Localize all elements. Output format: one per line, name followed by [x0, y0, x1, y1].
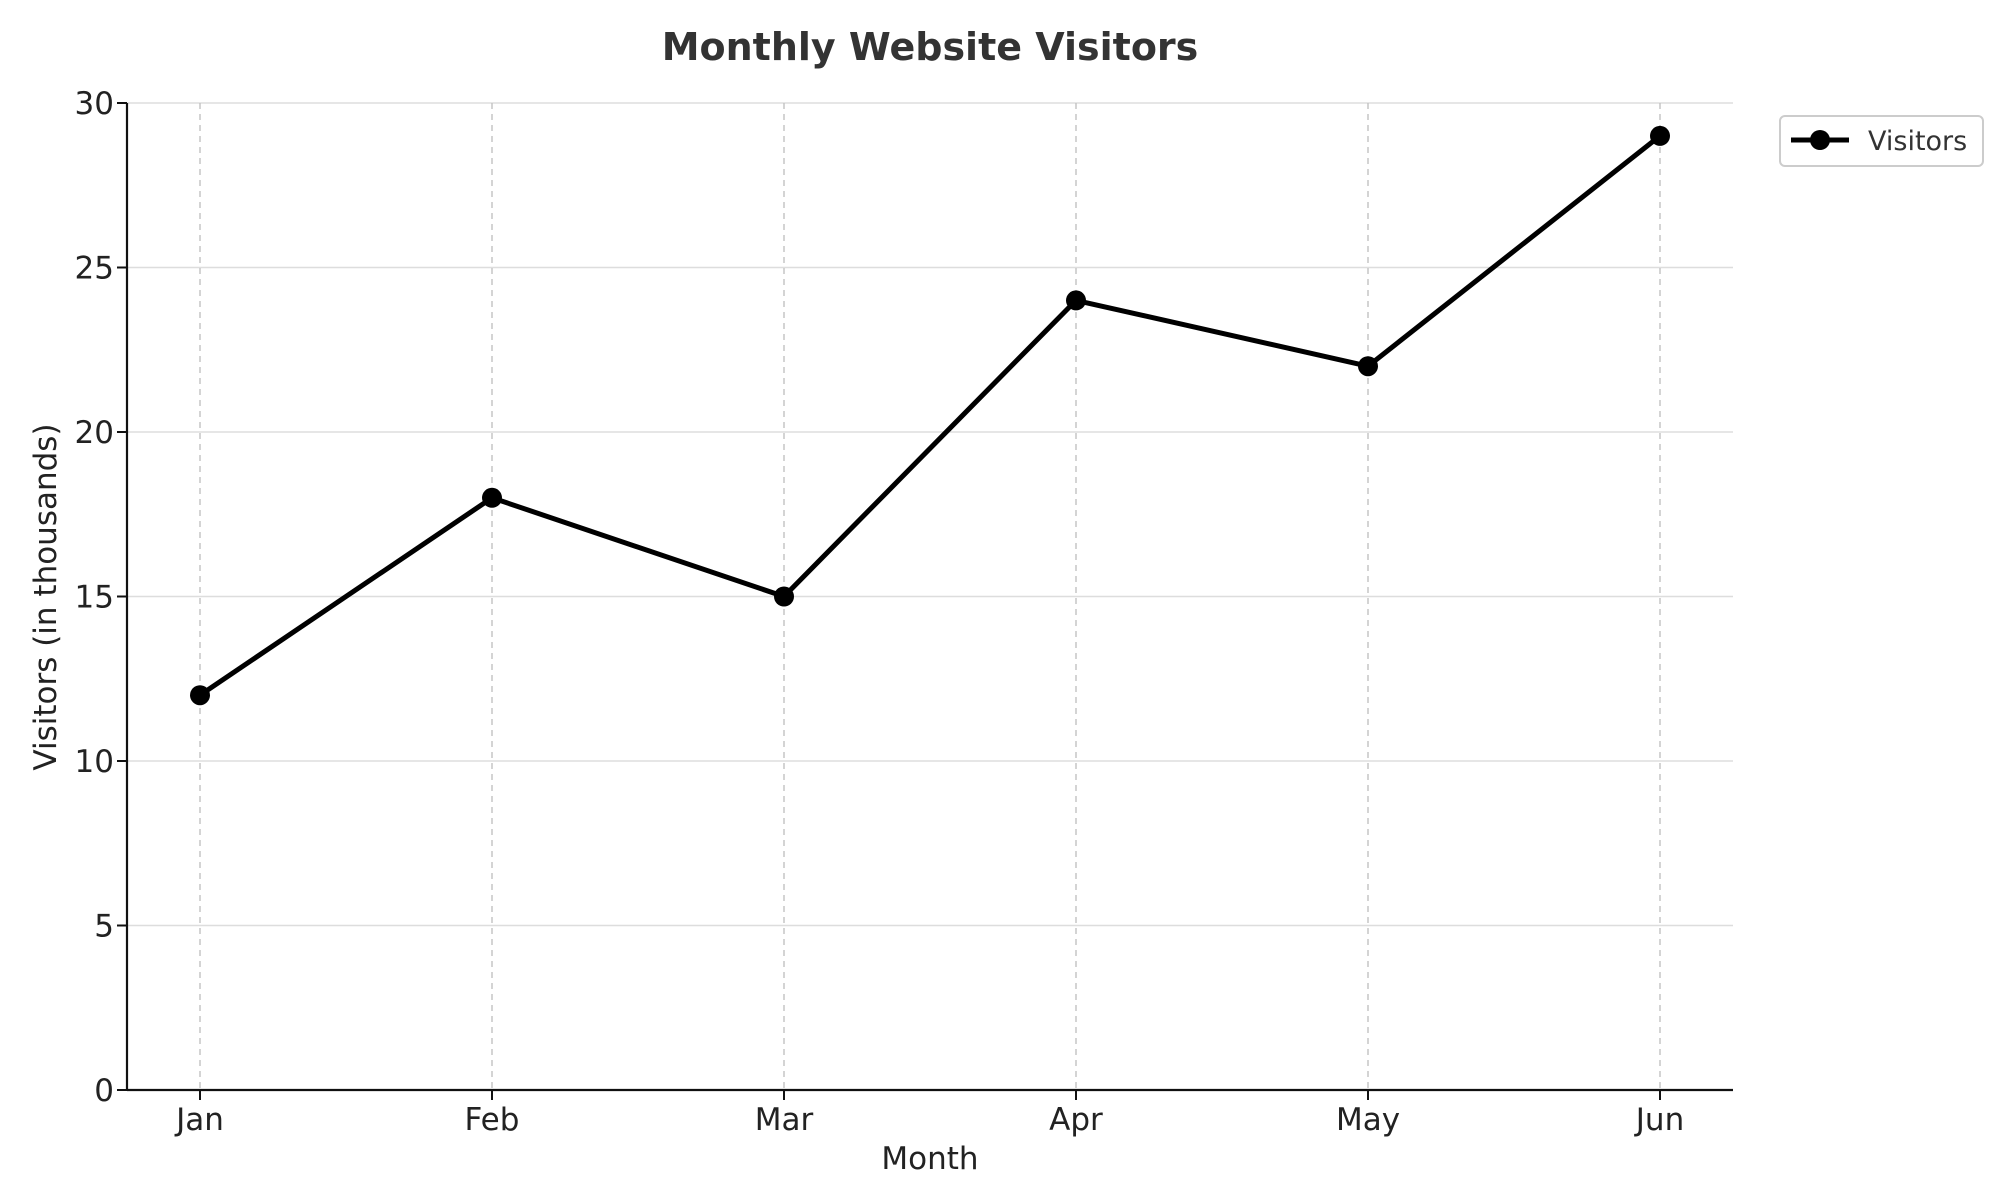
x-axis-title: Month — [881, 1141, 978, 1177]
x-tick-label: Jun — [1634, 1102, 1684, 1138]
data-point-marker — [1066, 290, 1086, 311]
series-line-visitors — [197, 133, 1663, 698]
data-point-marker — [482, 487, 502, 508]
grid-lines — [127, 102, 1733, 1090]
x-tick-label: May — [1336, 1102, 1400, 1138]
chart-title: Monthly Website Visitors — [662, 25, 1199, 69]
axis-ticks: 0 5 10 15 20 25 30 Jan Feb Mar Apr May Jun — [75, 86, 1685, 1138]
x-tick-label: Jan — [174, 1102, 224, 1138]
x-tick-label: Apr — [1049, 1102, 1103, 1138]
y-tick-label: 10 — [75, 744, 114, 780]
data-point-marker — [190, 685, 210, 706]
x-tick-label: Feb — [465, 1102, 520, 1138]
x-tick-label: Mar — [755, 1102, 814, 1138]
legend-box — [1779, 115, 1984, 167]
y-axis-title: Visitors (in thousands) — [28, 423, 64, 770]
y-tick-label: 30 — [75, 86, 114, 122]
y-tick-label: 25 — [75, 251, 114, 287]
y-tick-label: 15 — [75, 580, 114, 616]
data-point-marker — [774, 586, 794, 607]
series-layer — [190, 125, 1670, 706]
legend-label-visitors: Visitors — [1868, 126, 1967, 157]
y-tick-label: 5 — [94, 909, 114, 945]
y-tick-label: 20 — [75, 415, 114, 451]
y-tick-label: 0 — [94, 1073, 114, 1109]
data-point-marker — [1650, 125, 1670, 146]
data-point-marker — [1358, 356, 1378, 377]
legend-marker-swatch — [1810, 130, 1830, 150]
legend: Visitors — [1779, 115, 1984, 167]
